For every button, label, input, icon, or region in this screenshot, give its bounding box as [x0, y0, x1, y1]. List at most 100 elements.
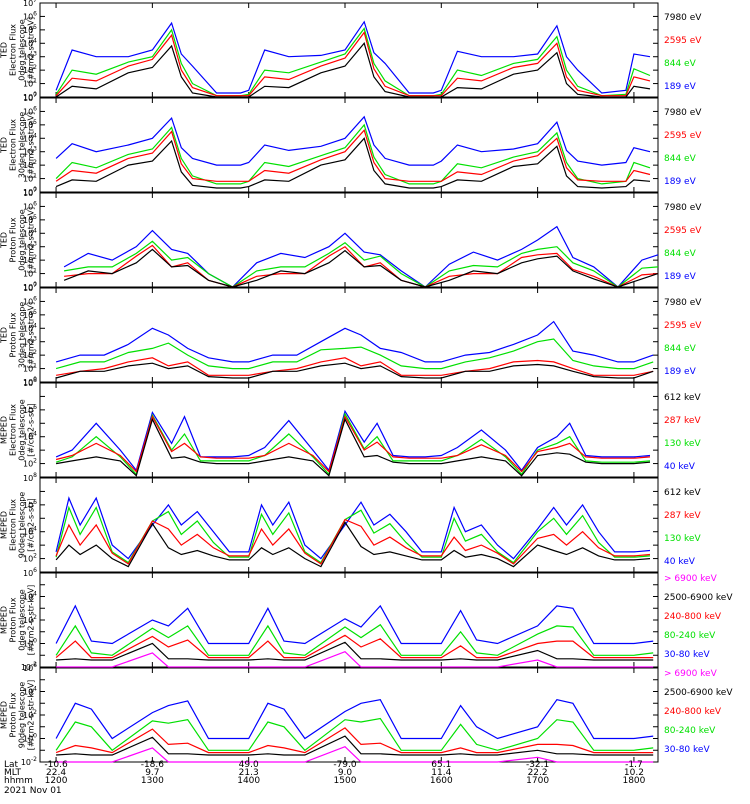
series-line-green: [64, 240, 659, 288]
legend-label: 612 keV: [664, 488, 701, 498]
y-tick-label: 101: [23, 268, 37, 279]
series-line-black: [56, 641, 654, 661]
legend-label: 189 eV: [664, 367, 697, 377]
series-line-black: [55, 137, 651, 189]
y-axis-label: 30deg telescope: [18, 302, 27, 369]
series-line-blue: [55, 496, 651, 560]
series-line-blue: [55, 320, 654, 363]
y-tick-label: 100: [23, 186, 37, 197]
legend-label: 2500-6900 keV: [664, 593, 733, 603]
footer-hhmm-value: 1200: [45, 776, 68, 786]
y-tick-label: 106: [23, 662, 37, 673]
footer-lat-value: -32.1: [526, 760, 549, 770]
footer-mlt-value: 22.4: [46, 768, 66, 778]
y-axis-label: 0deg telescope: [18, 399, 27, 460]
series-line-green: [55, 505, 651, 564]
date-label: 2021 Nov 01: [4, 786, 62, 796]
y-tick-label: 107: [23, 187, 37, 198]
legend-label: 30-80 keV: [664, 650, 710, 660]
series-line-black: [55, 521, 651, 568]
y-tick-label: 10-2: [21, 756, 37, 767]
y-tick-label: 102: [23, 64, 37, 75]
footer-mlt-value: 9.0: [338, 768, 353, 778]
y-axis-label: TED: [0, 42, 9, 59]
series-line-red: [55, 415, 651, 473]
y-tick-label: 106: [23, 200, 37, 211]
y-tick-label: 104: [23, 322, 37, 333]
y-tick-label: 103: [23, 241, 37, 252]
series-line-red: [55, 129, 651, 182]
y-axis-label: [#/cm2-s-str]: [27, 403, 36, 456]
footer-hhmm-value: 1700: [526, 776, 549, 786]
series-line-green: [55, 338, 654, 370]
y-tick-label: 102: [23, 458, 37, 469]
y-axis-label: [#/cm2-s-str]: [27, 498, 36, 551]
legend-label: 7980 eV: [664, 298, 702, 308]
legend-label: 2595 eV: [664, 226, 702, 236]
y-axis-label: TED: [0, 327, 9, 344]
legend-label: 80-240 keV: [664, 726, 716, 736]
y-tick-label: 104: [23, 686, 37, 697]
y-axis-label: MEPED: [0, 416, 9, 444]
footer-hhmm-value: 1500: [334, 776, 357, 786]
series-line-blue: [55, 20, 651, 94]
legend-label: 2595 eV: [664, 36, 702, 46]
footer-mlt-value: 11.4: [431, 768, 451, 778]
y-tick-label: 106: [23, 295, 37, 306]
series-line-magenta: [56, 651, 654, 668]
y-axis-label: [#/cm2-s-str-eV]: [27, 207, 36, 273]
footer-row-label: hhmm: [4, 776, 33, 786]
series-line-green: [55, 412, 651, 476]
y-tick-label: 106: [23, 10, 37, 21]
series-line-green: [55, 717, 654, 752]
y-axis-label: [#/cm2-s-str-keV]: [27, 680, 36, 751]
y-tick-label: 103: [23, 336, 37, 347]
series-line-black: [55, 42, 651, 98]
panel-frame: [39, 192, 659, 288]
y-tick-label: 104: [23, 132, 37, 143]
y-axis-label: 0deg telescope: [18, 589, 27, 650]
series-line-blue: [63, 225, 659, 288]
footer-mlt-value: 22.2: [528, 768, 548, 778]
y-axis-label: Electron Flux: [9, 404, 18, 456]
legend-label: 189 eV: [664, 82, 697, 92]
y-tick-label: 107: [23, 92, 37, 103]
y-axis-label: [#/cm2-s-str-keV]: [27, 585, 36, 656]
y-tick-label: 102: [23, 159, 37, 170]
series-line-green: [55, 123, 651, 185]
panel-frame: [39, 287, 659, 383]
legend-label: 189 eV: [664, 272, 697, 282]
footer-hhmm-value: 1300: [141, 776, 164, 786]
legend-label: 7980 eV: [664, 203, 702, 213]
y-tick-label: 100: [23, 281, 37, 292]
footer-hhmm-value: 1800: [622, 776, 645, 786]
series-line-green: [55, 27, 651, 97]
legend-label: 287 keV: [664, 511, 701, 521]
panel-frame: [39, 572, 659, 668]
legend-label: 287 keV: [664, 416, 701, 426]
legend-label: 189 eV: [664, 177, 697, 187]
y-tick-label: 104: [23, 526, 37, 537]
footer-hhmm-value: 1400: [237, 776, 260, 786]
y-axis-label: 0deg telescope: [18, 19, 27, 80]
y-axis-label: MEPED: [0, 511, 9, 539]
y-tick-label: 104: [23, 37, 37, 48]
series-line-black: [56, 735, 654, 756]
y-axis-label: 0deg telescope: [18, 209, 27, 270]
y-tick-label: 106: [23, 499, 37, 510]
y-tick-label: 106: [23, 404, 37, 415]
y-tick-label: 102: [23, 553, 37, 564]
legend-label: 130 keV: [664, 439, 701, 449]
y-axis-label: Electron Flux: [9, 24, 18, 76]
y-tick-label: 102: [23, 614, 37, 625]
y-tick-label: 100: [23, 638, 37, 649]
series-line-red: [55, 634, 654, 659]
legend-label: 7980 eV: [664, 108, 702, 118]
panel-frame: [39, 2, 659, 98]
legend-label: 7980 eV: [664, 13, 702, 23]
y-axis-label: 90deg telescope: [18, 682, 27, 749]
legend-label: 40 keV: [664, 557, 696, 567]
y-tick-label: 100: [23, 733, 37, 744]
footer-row-label: MLT: [4, 768, 22, 778]
